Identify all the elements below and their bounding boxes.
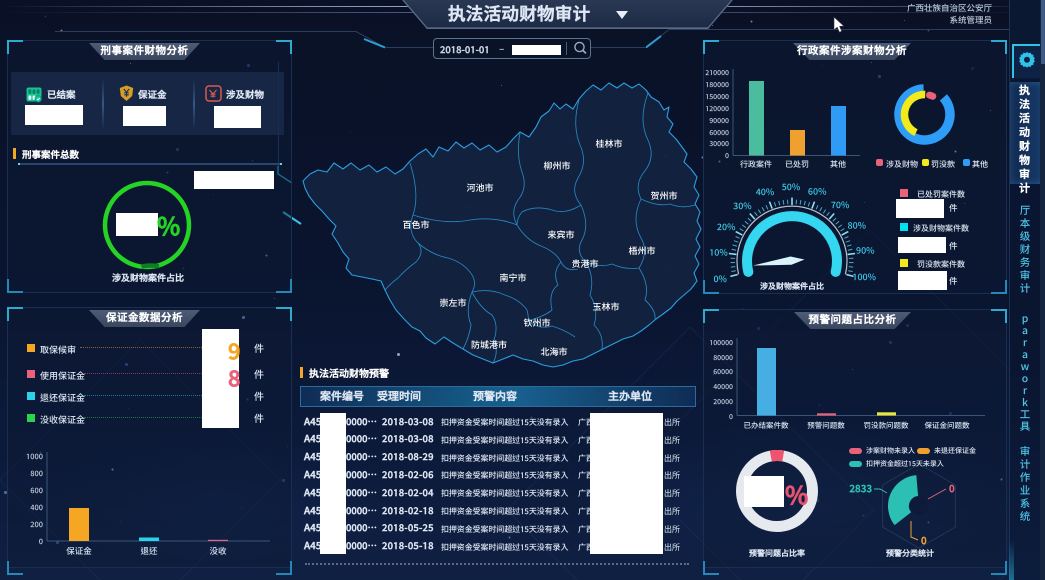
svg-text:2833: 2833 [849,483,872,495]
svg-text:贵港市: 贵港市 [571,258,598,269]
svg-text:柳州市: 柳州市 [543,160,570,171]
svg-text:50%: 50% [782,181,801,192]
svg-text:400: 400 [30,503,43,512]
svg-text:0%: 0% [713,273,727,284]
svg-text:100%: 100% [852,271,876,282]
svg-text:百色市: 百色市 [402,219,429,230]
svg-text:已处罚: 已处罚 [785,159,809,169]
svg-text:1000: 1000 [26,452,43,461]
svg-text:没收: 没收 [209,546,227,556]
svg-text:防城港市: 防城港市 [471,339,507,350]
svg-text:210000: 210000 [705,69,729,77]
svg-text:100000: 100000 [709,339,733,347]
svg-text:0: 0 [921,535,927,547]
svg-text:南宁市: 南宁市 [499,272,526,283]
svg-text:90000: 90000 [709,117,729,125]
svg-text:行政案件: 行政案件 [740,159,772,169]
svg-text:600: 600 [30,486,43,495]
svg-text:60000: 60000 [709,129,729,137]
svg-text:退还: 退还 [140,546,158,556]
svg-text:40%: 40% [756,186,775,197]
svg-text:玉林市: 玉林市 [592,301,619,312]
svg-text:10%: 10% [709,246,728,257]
svg-text:0: 0 [39,537,43,546]
svg-text:20%: 20% [717,221,736,232]
svg-text:钦州市: 钦州市 [523,317,550,328]
svg-text:90%: 90% [856,245,875,256]
svg-text:70%: 70% [831,199,850,210]
svg-text:崇左市: 崇左市 [439,297,466,308]
svg-text:60%: 60% [808,185,827,196]
svg-text:80%: 80% [848,219,867,230]
svg-text:预警问题数: 预警问题数 [807,421,845,430]
svg-text:200: 200 [30,520,43,529]
svg-text:梧州市: 梧州市 [628,245,655,256]
svg-text:0: 0 [729,413,733,421]
svg-text:30000: 30000 [709,140,729,148]
svg-text:150000: 150000 [705,93,729,101]
svg-text:0: 0 [949,483,955,495]
svg-text:河池市: 河池市 [466,182,493,193]
svg-text:20000: 20000 [713,398,733,406]
svg-text:800: 800 [30,469,43,478]
svg-text:来宾市: 来宾市 [547,229,574,240]
svg-text:贺州市: 贺州市 [650,190,677,201]
svg-text:80000: 80000 [713,354,733,362]
svg-text:0: 0 [725,152,729,160]
svg-text:其他: 其他 [830,159,846,169]
svg-text:40000: 40000 [713,383,733,391]
svg-text:180000: 180000 [705,81,729,89]
svg-text:罚没款问题数: 罚没款问题数 [864,421,909,430]
svg-text:保证金问题数: 保证金问题数 [925,421,970,430]
svg-text:北海市: 北海市 [540,346,567,357]
svg-text:120000: 120000 [705,105,729,113]
svg-text:已办结案件数: 已办结案件数 [744,421,789,430]
svg-text:30%: 30% [733,200,752,211]
svg-text:桂林市: 桂林市 [595,138,622,149]
svg-text:保证金: 保证金 [66,546,92,556]
svg-text:60000: 60000 [713,368,733,376]
